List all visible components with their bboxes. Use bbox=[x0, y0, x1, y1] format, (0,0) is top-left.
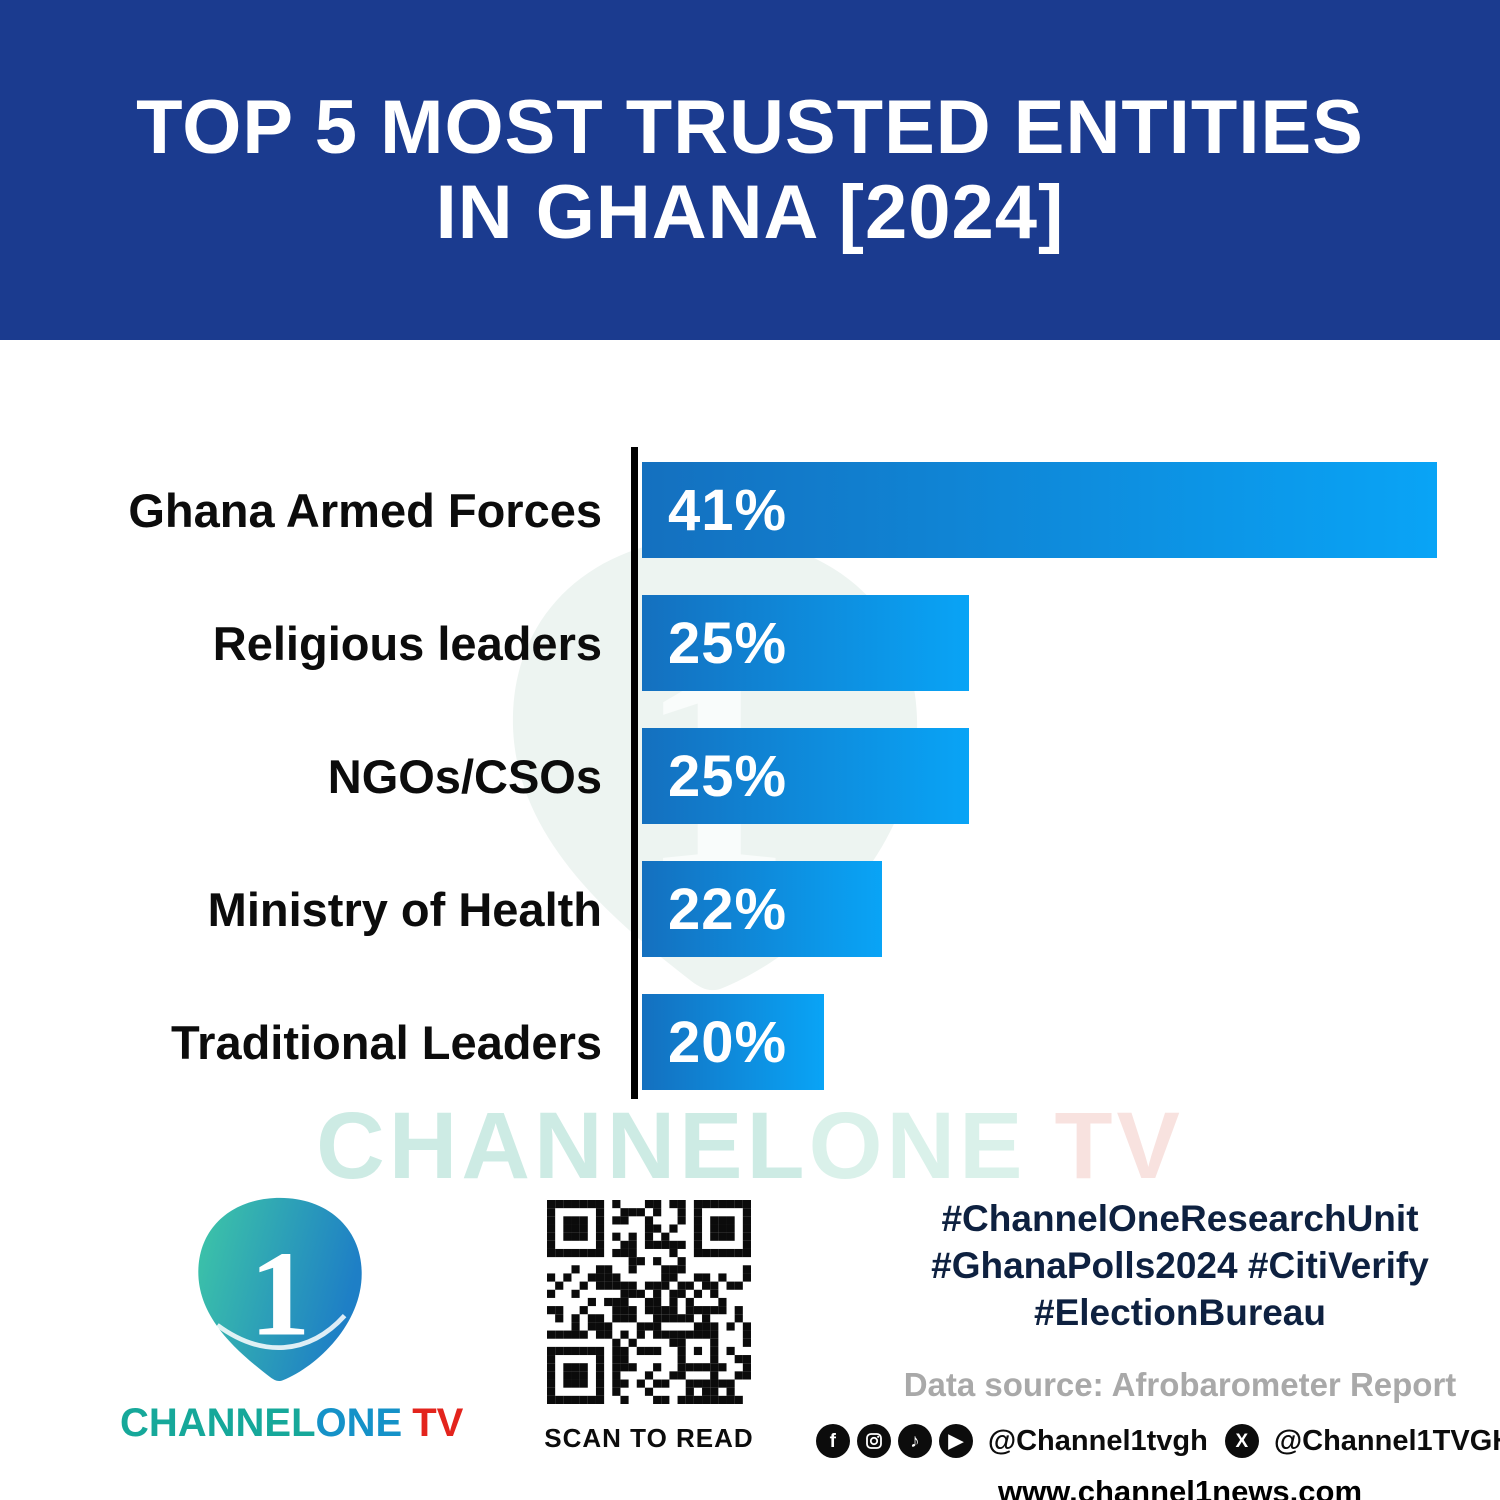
x-icon: X bbox=[1224, 1424, 1259, 1458]
footer-right: #ChannelOneResearchUnit #GhanaPolls2024 … bbox=[815, 1195, 1500, 1500]
logo-mark-icon: 1 bbox=[198, 1197, 362, 1382]
channel-one-logo: 1 CHANNELONE TV bbox=[120, 1190, 463, 1446]
chart-bar: 20% bbox=[642, 994, 824, 1090]
chart-bar: 25% bbox=[642, 595, 969, 691]
value-label: 22% bbox=[668, 876, 788, 942]
category-label: Ministry of Health bbox=[207, 882, 602, 936]
brand-tv: TV bbox=[412, 1401, 464, 1445]
category-label: NGOs/CSOs bbox=[327, 749, 602, 803]
page-title-line2: IN GHANA [2024] bbox=[435, 170, 1065, 255]
brand-wordmark: CHANNELONE TV bbox=[120, 1401, 463, 1446]
social-row: f ♪ ▶ @Channel1tvgh X @Channel1TVGHA bbox=[815, 1424, 1500, 1458]
value-label: 25% bbox=[668, 743, 788, 809]
hashtag-line: #GhanaPolls2024 #CitiVerify bbox=[931, 1245, 1429, 1286]
value-label: 20% bbox=[668, 1009, 788, 1075]
instagram-icon bbox=[856, 1424, 891, 1458]
chart-row: NGOs/CSOs 25% bbox=[0, 728, 1500, 824]
chart-bar: 22% bbox=[642, 861, 882, 957]
social-handle-2: @Channel1TVGHA bbox=[1273, 1424, 1500, 1457]
page-title-line1: TOP 5 MOST TRUSTED ENTITIES bbox=[136, 84, 1364, 170]
chart-row: Traditional Leaders 20% bbox=[0, 994, 1500, 1090]
value-label: 25% bbox=[668, 610, 788, 676]
tiktok-icon: ♪ bbox=[897, 1424, 932, 1458]
category-label: Religious leaders bbox=[212, 616, 602, 670]
hashtag-line: #ChannelOneResearchUnit bbox=[941, 1198, 1419, 1239]
category-label: Traditional Leaders bbox=[171, 1015, 602, 1069]
watermark-tv: TV bbox=[1054, 1093, 1184, 1199]
header-banner: TOP 5 MOST TRUSTED ENTITIES IN GHANA [20… bbox=[0, 0, 1500, 340]
watermark-text: CHANNELONE TV bbox=[0, 1092, 1500, 1201]
website-url: www.channel1news.com bbox=[997, 1474, 1363, 1500]
youtube-icon: ▶ bbox=[938, 1424, 973, 1458]
watermark-channel: CHANNEL bbox=[316, 1093, 809, 1199]
brand-channel: CHANNEL bbox=[120, 1401, 316, 1445]
chart-row: Ghana Armed Forces 41% bbox=[0, 462, 1500, 558]
qr-caption: SCAN TO READ bbox=[544, 1423, 754, 1453]
category-label: Ghana Armed Forces bbox=[128, 483, 602, 537]
qr-block: SCAN TO READ bbox=[543, 1200, 755, 1454]
chart-bar: 25% bbox=[642, 728, 969, 824]
value-label: 41% bbox=[668, 477, 788, 543]
logo-digit: 1 bbox=[250, 1228, 311, 1362]
chart-axis bbox=[631, 447, 638, 1099]
watermark-one: ONE bbox=[808, 1093, 1027, 1199]
qr-code bbox=[547, 1200, 751, 1404]
chart-row: Ministry of Health 22% bbox=[0, 861, 1500, 957]
data-source: Data source: Afrobarometer Report bbox=[903, 1366, 1457, 1403]
facebook-icon: f bbox=[815, 1424, 850, 1458]
brand-one: ONE bbox=[315, 1401, 403, 1445]
social-handle-1: @Channel1tvgh bbox=[987, 1424, 1208, 1457]
chart-row: Religious leaders 25% bbox=[0, 595, 1500, 691]
hashtag-line: #ElectionBureau bbox=[1034, 1292, 1326, 1333]
chart-bar: 41% bbox=[642, 462, 1437, 558]
